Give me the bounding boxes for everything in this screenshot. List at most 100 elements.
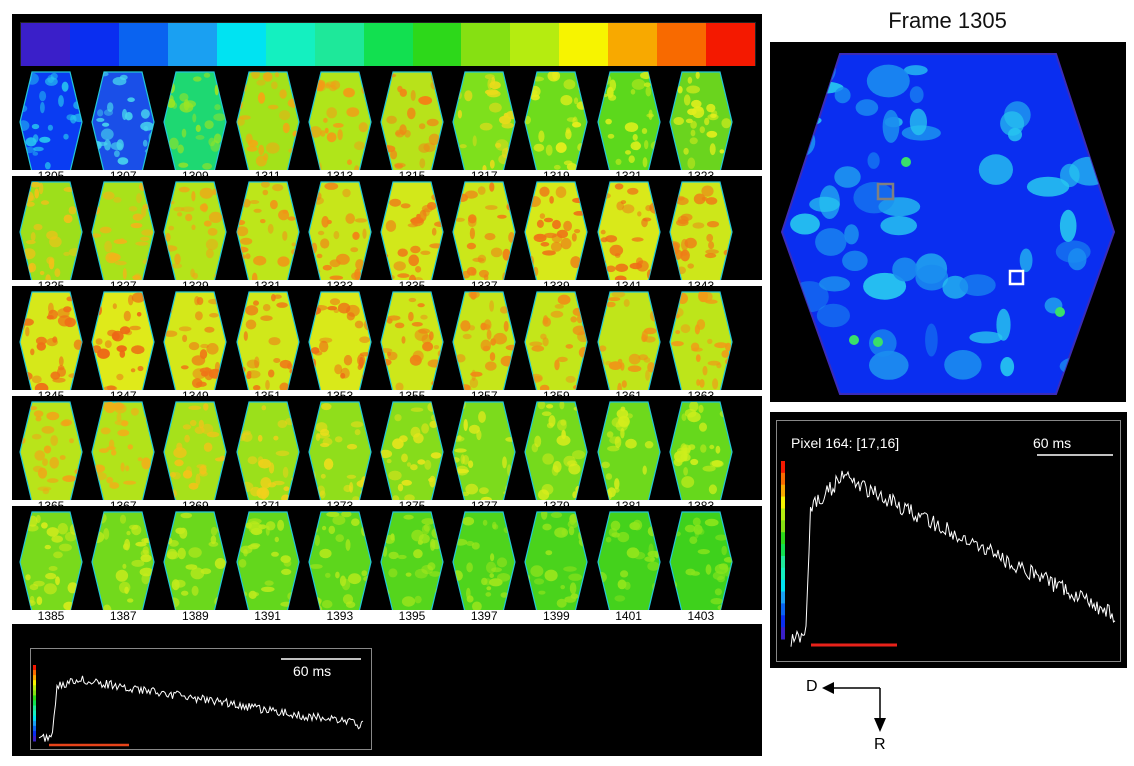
frame-thumbnail[interactable] (451, 290, 517, 394)
thumbnail-speckle (645, 86, 651, 97)
color-scale-swatch (363, 23, 413, 67)
frame-thumbnail[interactable] (90, 70, 156, 174)
thumbnail-speckle (68, 248, 82, 257)
frame-thumbnail[interactable] (379, 70, 445, 174)
thumbnail-speckle (491, 567, 503, 573)
thumbnail-speckle (421, 204, 433, 213)
frame-thumbnail[interactable] (162, 290, 228, 394)
frame-thumbnail-image (524, 401, 589, 503)
thumbnail-speckle (388, 551, 399, 560)
frame-thumbnail[interactable] (307, 70, 373, 174)
thumbnail-speckle (362, 228, 367, 239)
frame-image-svg[interactable] (770, 42, 1126, 402)
frame-thumbnail[interactable] (668, 400, 734, 504)
axis-label-horizontal: D (806, 678, 818, 695)
thumbnail-speckle (170, 471, 177, 478)
frame-thumbnail-image (235, 511, 300, 613)
frame-thumbnail[interactable] (523, 290, 589, 394)
frame-thumbnail[interactable] (90, 510, 156, 614)
thumbnail-speckle (557, 598, 568, 608)
frame-thumbnail[interactable] (523, 70, 589, 174)
frame-thumbnail[interactable] (596, 400, 662, 504)
frame-thumbnail[interactable] (307, 290, 373, 394)
frame-thumbnail[interactable] (596, 70, 662, 174)
frame-thumbnail[interactable] (90, 290, 156, 394)
frame-thumbnail[interactable] (379, 290, 445, 394)
thumbnail-speckle (286, 591, 297, 601)
frame-thumbnail[interactable] (90, 400, 156, 504)
color-scale-swatch (21, 23, 70, 67)
frame-thumbnail[interactable] (668, 70, 734, 174)
thumbnail-speckle (614, 253, 621, 258)
frame-thumbnail-image (235, 181, 300, 283)
roi-marker-white (1008, 269, 1025, 286)
frame-thumbnail[interactable] (596, 510, 662, 614)
thumbnail-speckle (685, 568, 696, 576)
thumbnail-speckle (680, 249, 690, 262)
frame-image-view[interactable] (770, 42, 1126, 402)
frame-thumbnail[interactable] (162, 70, 228, 174)
frame-thumbnail-image (452, 401, 516, 503)
thumbnail-speckle (485, 361, 497, 371)
thumbnail-speckle (116, 373, 124, 381)
frame-thumbnail[interactable] (451, 70, 517, 174)
frame-thumbnail[interactable] (162, 400, 228, 504)
frame-hot-spot (901, 157, 911, 167)
frame-thumbnail[interactable] (235, 290, 301, 394)
frame-thumbnail[interactable] (162, 180, 228, 284)
frame-thumbnail[interactable] (307, 510, 373, 614)
thumbnail-speckle (426, 118, 439, 127)
thumbnail-speckle (567, 520, 579, 529)
thumbnail-speckle (319, 442, 330, 448)
thumbnail-speckle (544, 569, 559, 582)
thumbnail-speckle (358, 122, 368, 133)
thumbnail-speckle (626, 187, 639, 195)
frame-thumbnail[interactable] (18, 290, 84, 394)
frame-thumbnail[interactable] (451, 180, 517, 284)
thumbnail-speckle (48, 566, 58, 571)
frame-thumbnail[interactable] (18, 400, 84, 504)
thumbnail-speckle (605, 265, 616, 273)
frame-number-label: 1393 (326, 609, 354, 623)
thumbnail-speckle (553, 461, 562, 473)
thumbnail-speckle (95, 338, 103, 345)
trace-color-scale-swatch (33, 690, 36, 696)
frame-thumbnail[interactable] (235, 70, 301, 174)
frame-thumbnail[interactable] (451, 400, 517, 504)
frame-thumbnail[interactable] (307, 400, 373, 504)
frame-thumbnail[interactable] (596, 290, 662, 394)
frame-thumbnail[interactable] (379, 180, 445, 284)
frame-thumbnail[interactable] (18, 510, 84, 614)
thumbnail-speckle (486, 586, 492, 591)
thumbnail-speckle (698, 422, 707, 432)
frame-thumbnail[interactable] (523, 180, 589, 284)
frame-thumbnail-image (452, 291, 516, 393)
frame-thumbnail[interactable] (307, 180, 373, 284)
frame-image-speckle (844, 224, 859, 245)
thumbnail-speckle (106, 385, 117, 391)
frame-thumbnail[interactable] (668, 510, 734, 614)
frame-thumbnail[interactable] (668, 290, 734, 394)
frame-thumbnail[interactable] (18, 180, 84, 284)
frame-thumbnail[interactable] (235, 180, 301, 284)
frame-thumbnail[interactable] (523, 510, 589, 614)
frame-thumbnail[interactable] (379, 400, 445, 504)
frame-thumbnail[interactable] (235, 510, 301, 614)
frame-thumbnail[interactable] (235, 400, 301, 504)
frame-thumbnail[interactable] (379, 510, 445, 614)
thumbnail-speckle (709, 444, 715, 450)
frame-thumbnail[interactable] (668, 180, 734, 284)
frame-thumbnail[interactable] (596, 180, 662, 284)
frame-thumbnail[interactable] (162, 510, 228, 614)
frame-thumbnail[interactable] (18, 70, 84, 174)
thumbnail-speckle (704, 518, 719, 527)
frame-image-speckle (996, 308, 1011, 341)
frame-thumbnail[interactable] (523, 400, 589, 504)
scale-bar-label: 60 ms (293, 663, 332, 679)
thumbnail-speckle (697, 292, 708, 303)
frame-thumbnail[interactable] (90, 180, 156, 284)
thumbnail-speckle (491, 76, 496, 86)
thumbnail-speckle (196, 464, 208, 469)
frame-thumbnail[interactable] (451, 510, 517, 614)
thumbnail-speckle (635, 260, 649, 272)
